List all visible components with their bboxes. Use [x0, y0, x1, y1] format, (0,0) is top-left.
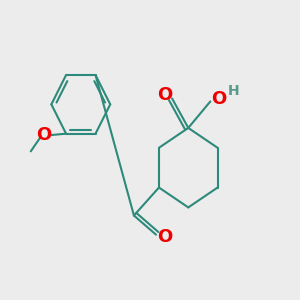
Text: H: H [227, 84, 239, 98]
Text: O: O [211, 90, 226, 108]
Text: O: O [157, 85, 172, 103]
Text: O: O [157, 228, 172, 246]
Text: O: O [36, 126, 51, 144]
